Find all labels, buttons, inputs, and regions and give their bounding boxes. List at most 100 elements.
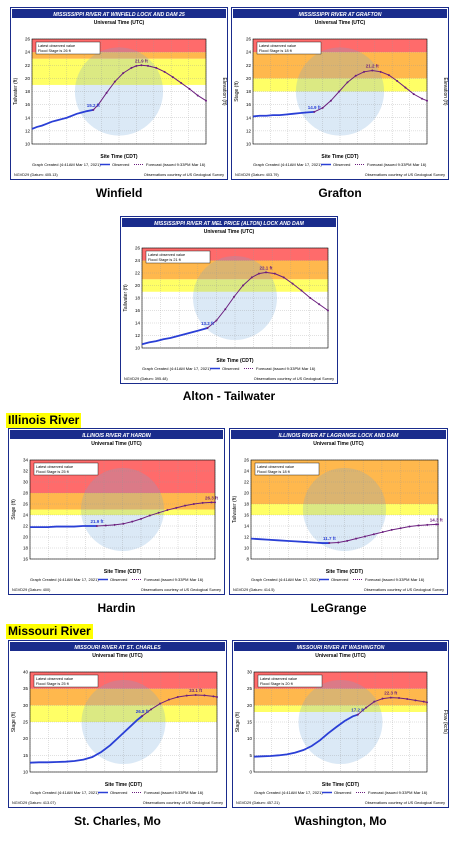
action-stage-band <box>30 705 217 722</box>
forecast-point <box>250 276 253 279</box>
ct-axis-label: Site Time (CDT) <box>326 569 363 575</box>
forecast-point <box>159 702 162 705</box>
hydrograph-svg: MISSOURI RIVER AT WASHINGTON Universal Ti… <box>232 640 449 808</box>
latest-observed-label: Latest observed value <box>36 465 73 469</box>
y-tick-label: 20 <box>23 736 29 741</box>
y-tick-label: 30 <box>23 480 29 485</box>
y-tick-label: 26 <box>135 246 141 251</box>
peak-value-label: 21.9 ft <box>135 58 149 63</box>
datum-label: NGVD29 (Datum: 403.79) <box>235 173 279 177</box>
observed-value-label: 13.2 ft <box>201 321 215 326</box>
observed-line <box>252 110 315 118</box>
chart-frame <box>8 640 227 808</box>
forecast-point <box>180 81 183 84</box>
latest-observed-label: Latest observed value <box>148 253 185 257</box>
y-tick-label: 14 <box>244 524 250 529</box>
y-tick-label: 34 <box>23 458 29 463</box>
forecast-point <box>414 699 417 702</box>
y-tick-label: 22 <box>135 271 141 276</box>
courtesy-label: Observations courtesy of US Geological S… <box>143 801 223 805</box>
forecast-point <box>421 97 424 100</box>
plot-border <box>29 671 218 773</box>
y-tick-label: 24 <box>244 469 250 474</box>
forecast-point <box>192 503 195 505</box>
forecast-point <box>265 271 267 274</box>
y-tick-label: 24 <box>246 50 252 55</box>
y-axis-label: Stage (ft) <box>11 711 17 732</box>
plot-border <box>141 247 329 349</box>
forecast-point <box>176 696 179 698</box>
ut-axis-label: Universal Time (UTC) <box>94 20 145 26</box>
y-tick-label: 12 <box>246 128 252 133</box>
forecast-line <box>92 64 207 111</box>
forecast-point <box>224 308 227 311</box>
datum-label: NGVD29 (Datum: 395.48) <box>124 377 168 381</box>
flood-stage-label: Flood Stage is 25 ft <box>36 682 70 686</box>
graph-created-label: Graph Created (4:41AM Mar 17, 2021) <box>32 162 101 167</box>
title-bar <box>10 430 223 439</box>
forecast-point <box>205 99 207 102</box>
forecast-point <box>437 523 439 526</box>
ct-axis-label: Site Time (CDT) <box>104 569 141 575</box>
noaa-watermark <box>80 467 165 552</box>
forecast-point <box>163 70 166 73</box>
chart-title: ILLINOIS RIVER AT LAGRANGE LOCK AND DAM <box>279 433 400 439</box>
flood-stage-label: Flood Stage is 21 ft <box>148 258 182 262</box>
forecast-point <box>206 327 209 329</box>
hydrograph-svg: MISSISSIPPI RIVER AT MEL PRICE (ALTON) L… <box>120 216 338 384</box>
y-tick-label: 22 <box>25 63 31 68</box>
courtesy-label: Observations courtesy of US Geological S… <box>144 173 224 177</box>
latest-observed-label: Latest observed value <box>38 44 75 48</box>
chart-title: MISSISSIPPI RIVER AT GRAFTON <box>299 12 382 18</box>
y-tick-label: 24 <box>135 258 141 263</box>
y-tick-label: 18 <box>244 502 250 507</box>
section-illinois-river: Illinois River <box>6 413 82 428</box>
datum-label: NGVD29 (Datum: 405.13) <box>14 173 58 177</box>
forecast-point <box>381 697 384 700</box>
hydrograph-st-charles: MISSOURI RIVER AT ST. CHARLES Universal T… <box>8 640 227 808</box>
y-tick-label: 26 <box>244 458 250 463</box>
forecast-point <box>241 284 244 287</box>
hydrograph-winfield: MISSISSIPPI RIVER AT WINFIELD LOCK AND D… <box>10 7 228 180</box>
legend-forecast-label: Forecast (issued 9:33PM Mar 16) <box>144 577 204 582</box>
observed-value-label: 26.8 ft <box>136 709 150 714</box>
courtesy-label: Observations courtesy of US Geological S… <box>141 588 221 592</box>
y-tick-label: 14 <box>135 321 141 326</box>
forecast-point <box>365 706 368 709</box>
forecast-point <box>130 66 133 69</box>
courtesy-label: Observations courtesy of US Geological S… <box>254 377 334 381</box>
forecast-point <box>155 66 158 69</box>
forecast-point <box>150 708 153 711</box>
forecast-point <box>399 527 402 530</box>
forecast-point <box>175 506 178 509</box>
y-tick-label: 35 <box>23 686 29 691</box>
y-tick-label: 25 <box>247 686 253 691</box>
legend-observed-label: Observed <box>110 577 127 582</box>
forecast-point <box>167 698 170 701</box>
y-tick-label: 12 <box>25 128 31 133</box>
hydrograph-svg: MISSOURI RIVER AT ST. CHARLES Universal T… <box>8 640 227 808</box>
plot-border <box>31 38 207 145</box>
caption-winfield: Winfield <box>95 186 143 200</box>
y-tick-label: 14 <box>25 115 31 120</box>
datum-label: NGVD29 (Datum: 400) <box>12 588 51 592</box>
title-bar <box>231 430 446 439</box>
hydrograph-grafton: MISSISSIPPI RIVER AT GRAFTON Universal Ti… <box>231 7 449 180</box>
y-tick-label: 15 <box>23 753 29 758</box>
forecast-point <box>282 276 285 279</box>
forecast-point <box>188 87 191 90</box>
legend-forecast-label: Forecast (issued 9:33PM Mar 16) <box>256 366 316 371</box>
forecast-point <box>203 694 206 697</box>
forecast-point <box>105 91 108 94</box>
y-tick-label: 10 <box>23 770 29 775</box>
forecast-point <box>148 514 151 517</box>
y-axis-label: Stage (ft) <box>11 499 17 520</box>
forecast-point <box>166 509 169 512</box>
info-box <box>254 462 320 476</box>
info-box <box>145 250 211 264</box>
y-axis-label: Stage (ft) <box>235 711 241 732</box>
graph-created-label: Graph Created (4:41AM Mar 17, 2021) <box>142 366 211 371</box>
forecast-point <box>346 81 349 84</box>
y-tick-label: 5 <box>249 753 252 758</box>
graph-created-label: Graph Created (4:41AM Mar 17, 2021) <box>253 162 322 167</box>
